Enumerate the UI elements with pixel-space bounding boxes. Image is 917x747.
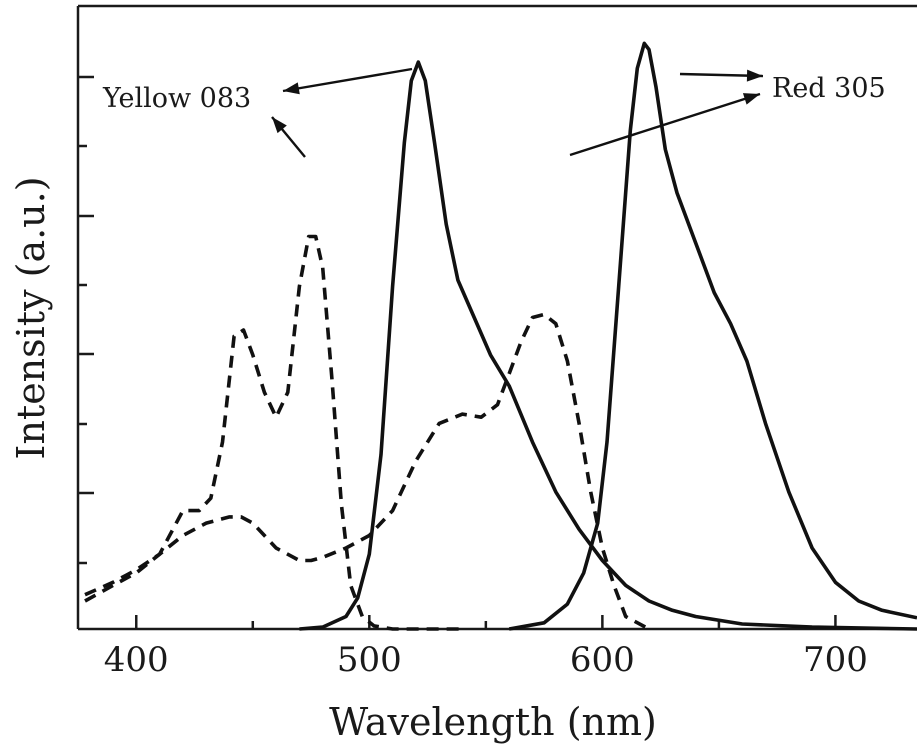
arrow-yellow-from-solid-peak-head xyxy=(283,82,300,95)
axes: 400 500 600 700 xyxy=(76,4,917,680)
arrow-yellow-from-dashed-peak-head xyxy=(272,117,287,134)
series-line-4-solid xyxy=(508,41,917,631)
arrow-red-from-dashed-peak-head xyxy=(742,93,760,105)
annotation-label-yellow-083: Yellow 083 xyxy=(102,83,251,114)
x-tick-label-500: 500 xyxy=(337,640,402,680)
arrow-red-from-solid-peak-head xyxy=(746,69,763,82)
arrow-yellow-from-solid-peak xyxy=(282,67,413,93)
annotations: Yellow 083 Red 305 xyxy=(102,67,886,158)
series-line-3-solid xyxy=(299,60,917,631)
series-group xyxy=(84,41,917,631)
x-tick-label-400: 400 xyxy=(104,640,169,680)
series-line-1-dashed xyxy=(84,234,463,631)
series-line-2-dashed xyxy=(84,312,650,631)
x-axis-title: Wavelength (nm) xyxy=(329,700,657,744)
x-tick-label-700: 700 xyxy=(803,640,868,680)
annotation-label-red-305: Red 305 xyxy=(772,73,886,104)
y-axis-title: Intensity (a.u.) xyxy=(9,176,53,459)
x-tick-label-600: 600 xyxy=(570,640,635,680)
arrow-red-from-dashed-peak xyxy=(569,92,761,157)
